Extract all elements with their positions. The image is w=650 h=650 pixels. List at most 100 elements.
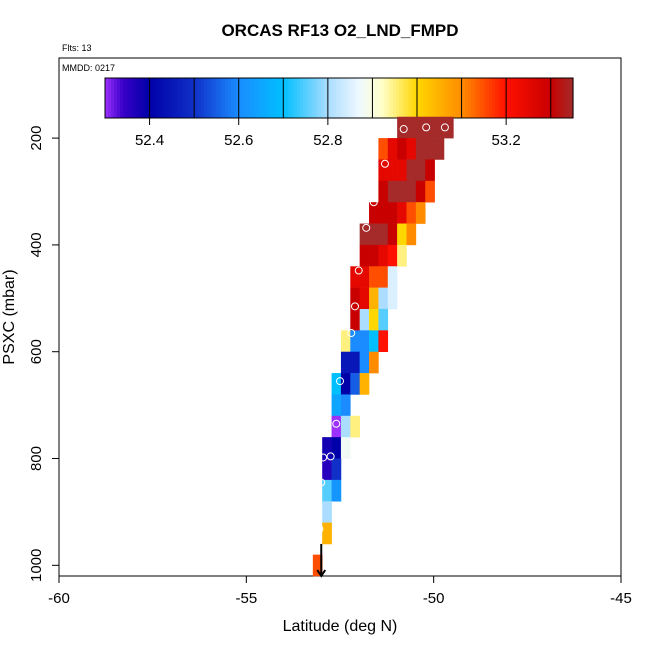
observation-marker: [354, 266, 363, 275]
observation-marker: [369, 198, 378, 207]
heatmap-cell: [425, 138, 435, 160]
x-tick-label: -45: [610, 590, 632, 607]
colorbar-swatch: [273, 78, 277, 118]
heatmap-cell: [378, 266, 389, 288]
colorbar-swatch: [372, 78, 376, 118]
colorbar: 52.452.652.853.053.2: [104, 77, 574, 149]
colorbar-swatch: [546, 78, 550, 118]
heatmap-cell: [340, 394, 351, 417]
x-axis: -60 -55 -50 -45: [48, 576, 632, 607]
colorbar-swatch: [453, 78, 457, 118]
colorbar-swatch: [564, 78, 568, 118]
colorbar-swatch: [429, 78, 433, 118]
heatmap-cell: [359, 266, 370, 288]
y-axis: 200 400 600 800 1000: [28, 126, 59, 582]
heatmap-cell: [369, 266, 379, 288]
observation-marker: [399, 125, 408, 134]
heatmap-cell: [406, 180, 417, 203]
colorbar-swatch: [246, 78, 250, 118]
colorbar-swatch: [159, 78, 163, 118]
colorbar-swatch: [507, 78, 511, 118]
colorbar-swatch: [135, 78, 139, 118]
colorbar-swatch: [201, 78, 205, 118]
colorbar-swatch: [456, 78, 460, 118]
colorbar-swatch: [534, 78, 538, 118]
colorbar-swatch: [225, 78, 229, 118]
colorbar-swatch: [435, 78, 439, 118]
heatmap-cell: [350, 330, 360, 353]
colorbar-swatch: [339, 78, 343, 118]
observation-marker: [332, 419, 341, 428]
colorbar-swatch: [261, 78, 265, 118]
observation-marker: [422, 123, 431, 132]
heatmap-cell: [359, 244, 370, 267]
heatmap-cell: [340, 415, 351, 438]
colorbar-swatch: [393, 78, 397, 118]
heatmap-cell: [378, 244, 389, 267]
colorbar-swatch: [501, 78, 505, 118]
heatmap-cell: [322, 522, 332, 545]
colorbar-swatch: [477, 78, 481, 118]
colorbar-swatch: [537, 78, 541, 118]
y-tick-label: 1000: [28, 549, 45, 582]
heatmap-cell: [369, 308, 379, 331]
colorbar-swatch: [162, 78, 166, 118]
colorbar-swatch: [279, 78, 283, 118]
colorbar-swatch: [156, 78, 160, 118]
y-tick-label: 200: [28, 126, 45, 151]
heatmap-cell: [397, 180, 407, 203]
observation-marker: [380, 159, 389, 168]
colorbar-border: [104, 77, 574, 119]
colorbar-swatch: [345, 78, 349, 118]
observation-marker: [319, 453, 328, 462]
heatmap-cell: [359, 373, 370, 395]
colorbar-swatch: [249, 78, 253, 118]
colorbar-swatch: [312, 78, 316, 118]
colorbar-swatch: [303, 78, 307, 118]
colorbar-swatch: [420, 78, 424, 118]
heatmap-cell: [387, 138, 398, 160]
colorbar-swatch: [234, 78, 238, 118]
colorbar-swatch: [315, 78, 319, 118]
colorbar-swatch: [492, 78, 496, 118]
heatmap-cell: [425, 159, 435, 182]
colorbar-swatch: [432, 78, 436, 118]
colorbar-swatch: [270, 78, 274, 118]
colorbar-swatch: [219, 78, 223, 118]
colorbar-swatch: [354, 78, 358, 118]
heatmap-cell: [378, 138, 389, 160]
heatmap-cell: [415, 138, 426, 160]
colorbar-swatch: [387, 78, 391, 118]
heatmap-cell: [406, 138, 417, 160]
heatmap-cell: [322, 437, 332, 459]
colorbar-swatch: [306, 78, 310, 118]
colorbar-swatch: [168, 78, 172, 118]
heatmap-cell: [434, 138, 445, 160]
colorbar-swatch: [510, 78, 514, 118]
colorbar-swatch: [207, 78, 211, 118]
heatmap-cell: [415, 116, 426, 139]
colorbar-swatch: [243, 78, 247, 118]
colorbar-swatch: [378, 78, 382, 118]
heatmap-cell: [378, 330, 389, 353]
colorbar-swatch: [408, 78, 412, 118]
colorbar-swatch: [165, 78, 169, 118]
heatmap-cell: [359, 223, 370, 246]
colorbar-swatch: [285, 78, 289, 118]
heatmap-cell: [369, 351, 379, 374]
arrow-head: [316, 569, 327, 578]
heatmap-cell: [378, 202, 389, 224]
colorbar-swatch: [360, 78, 364, 118]
colorbar-swatch: [309, 78, 313, 118]
colorbar-swatch: [300, 78, 304, 118]
colorbar-swatch: [177, 78, 181, 118]
heatmap-cell: [415, 180, 426, 203]
colorbar-swatch: [399, 78, 403, 118]
observation-marker: [440, 123, 449, 132]
colorbar-swatch: [120, 78, 124, 118]
heatmap-cell: [331, 415, 342, 438]
heatmap-cell: [340, 373, 351, 395]
heatmap-cell: [331, 479, 342, 502]
observation-marker: [326, 452, 335, 461]
